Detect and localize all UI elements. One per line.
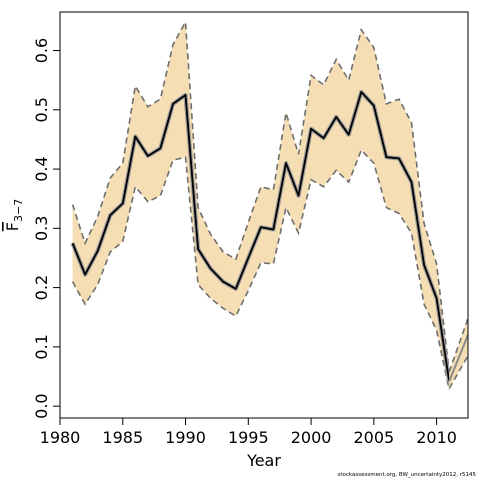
plot-area — [70, 19, 469, 390]
projection-lower-line — [448, 355, 469, 389]
source-note: stockassessment.org, BW_uncertainty2012,… — [337, 472, 476, 478]
y-tick-label: 0.3 — [32, 216, 51, 241]
x-tick-label: 1995 — [228, 428, 269, 447]
upper-bound-line — [71, 19, 450, 372]
x-axis: 1980 1985 1990 1995 2000 2005 2010 — [40, 418, 457, 447]
y-tick-label: 0.5 — [32, 97, 51, 122]
lower-bound-line — [71, 148, 450, 390]
y-axis: 0.0 0.1 0.2 0.3 0.4 0.5 0.6 — [32, 38, 60, 419]
y-axis-title-base: F — [3, 222, 22, 231]
x-tick-label: 1980 — [40, 428, 81, 447]
y-tick-label: 0.6 — [32, 38, 51, 63]
y-axis-title: F3−7 — [3, 199, 25, 231]
x-tick-label: 1985 — [102, 428, 143, 447]
x-tick-label: 2000 — [291, 428, 332, 447]
x-tick-label: 2010 — [416, 428, 457, 447]
x-tick-label: 2005 — [353, 428, 394, 447]
y-tick-label: 0.4 — [32, 156, 51, 181]
x-axis-title: Year — [246, 451, 281, 470]
estimate-line — [71, 91, 451, 382]
projection-line — [448, 334, 469, 382]
y-tick-label: 0.1 — [32, 334, 51, 359]
x-tick-label: 1990 — [165, 428, 206, 447]
y-tick-label: 0.2 — [32, 275, 51, 300]
y-tick-label: 0.0 — [32, 393, 51, 418]
plot-frame — [59, 11, 469, 419]
confidence-band — [72, 22, 450, 390]
y-axis-title-sub: 3−7 — [12, 199, 25, 222]
projection-band — [449, 318, 468, 389]
